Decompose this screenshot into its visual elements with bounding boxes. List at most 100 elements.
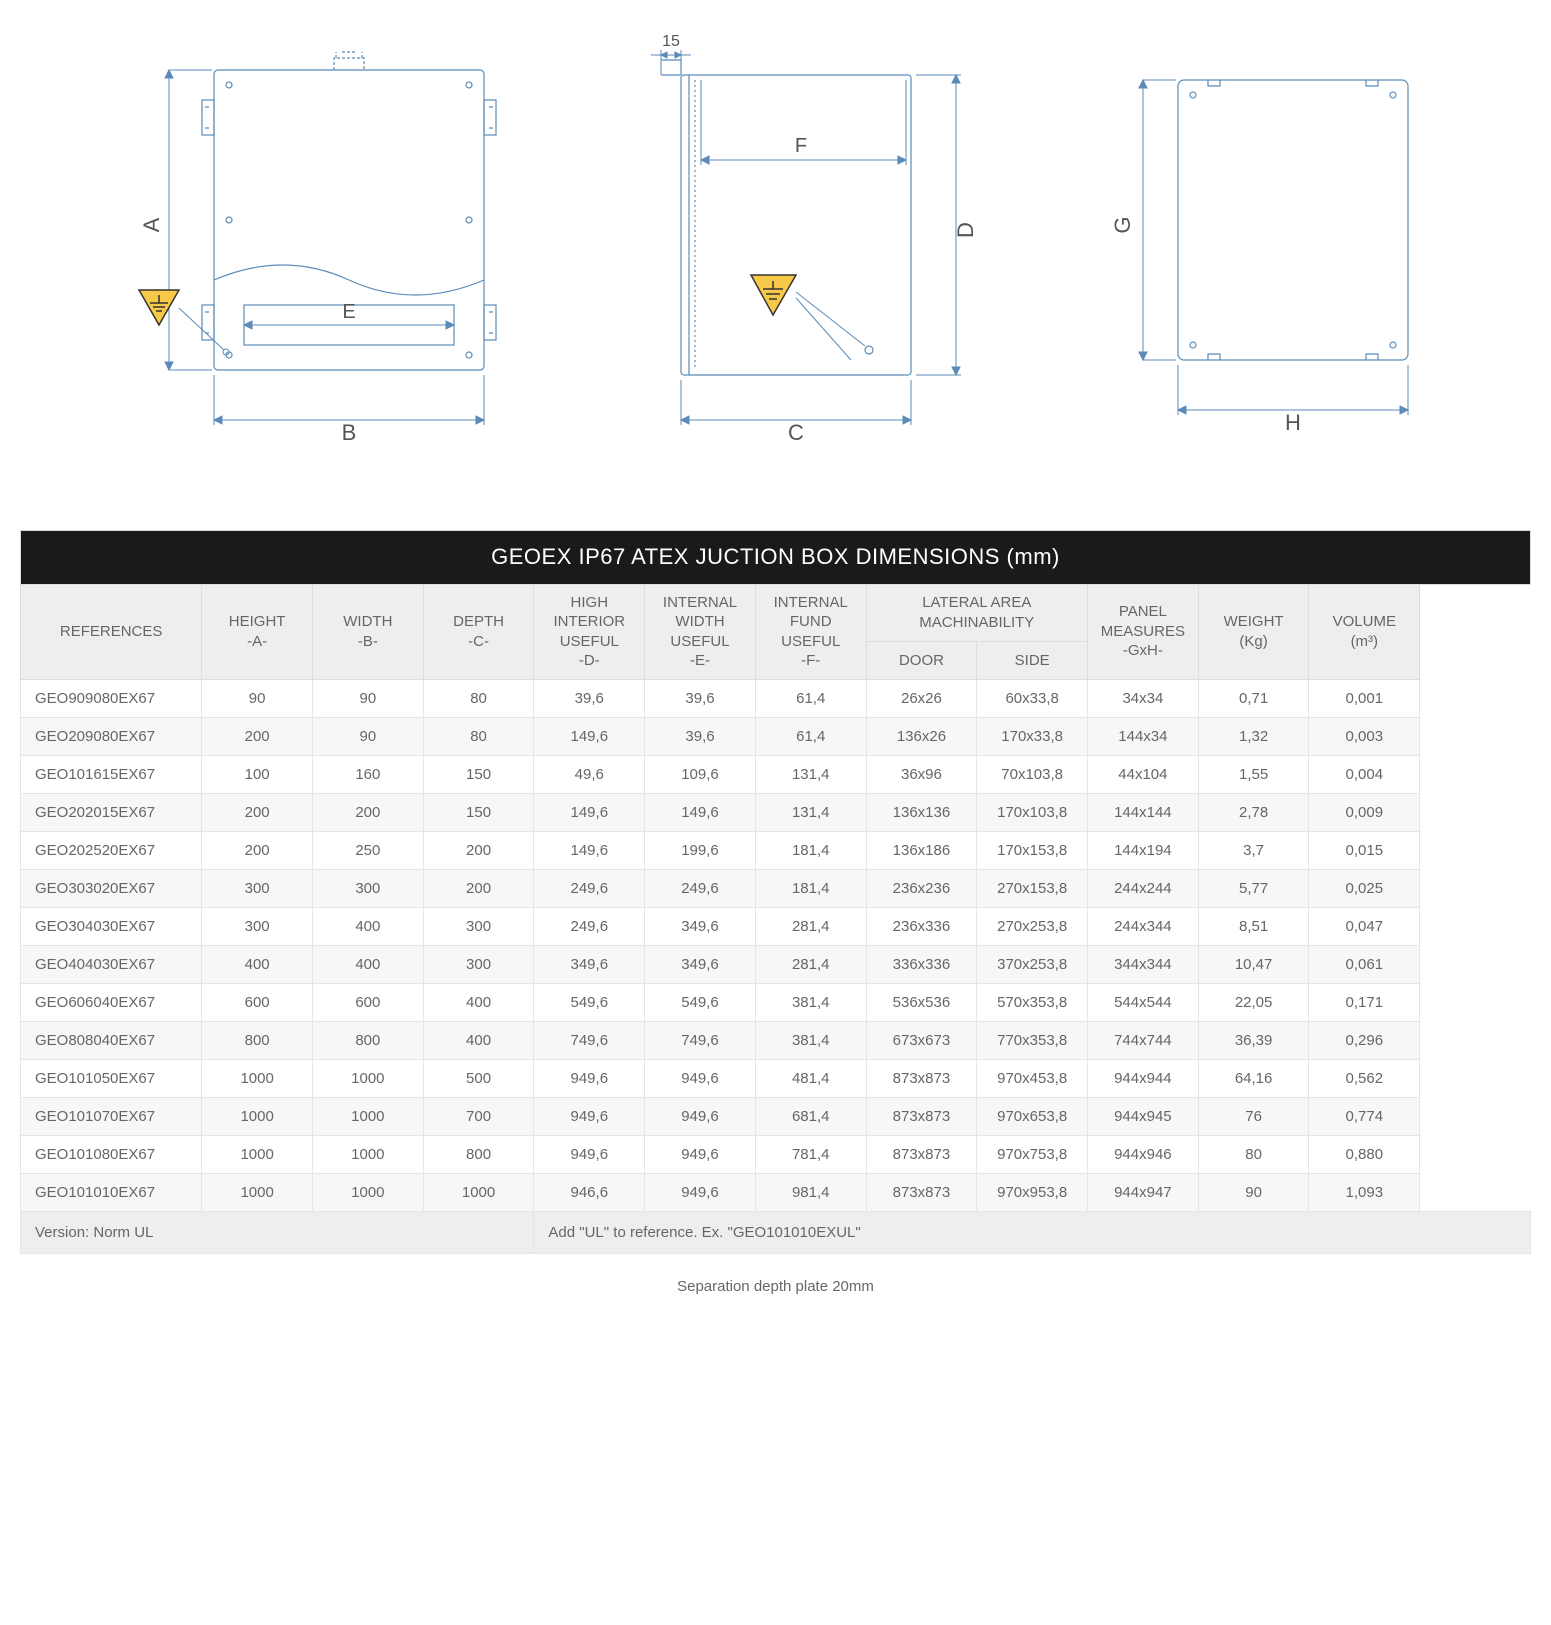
dim-15-label: 15 bbox=[662, 33, 680, 50]
cell-value: 39,6 bbox=[534, 679, 645, 717]
cell-value: 181,4 bbox=[755, 869, 866, 907]
cell-value: 944x947 bbox=[1088, 1173, 1199, 1211]
dim-g-label: G bbox=[1110, 216, 1135, 233]
cell-value: 200 bbox=[312, 793, 423, 831]
cell-value: 90 bbox=[1198, 1173, 1309, 1211]
cell-value: 800 bbox=[202, 1021, 313, 1059]
cell-value: 300 bbox=[423, 907, 534, 945]
th-internal-fund: INTERNALFUNDUSEFUL-F- bbox=[755, 584, 866, 679]
cell-value: 873x873 bbox=[866, 1173, 977, 1211]
th-weight: WEIGHT(Kg) bbox=[1198, 584, 1309, 679]
cell-value: 600 bbox=[202, 983, 313, 1021]
cell-value: 144x144 bbox=[1088, 793, 1199, 831]
cell-value: 944x946 bbox=[1088, 1135, 1199, 1173]
cell-value: 400 bbox=[312, 945, 423, 983]
cell-value: 80 bbox=[423, 679, 534, 717]
cell-value: 570x353,8 bbox=[977, 983, 1088, 1021]
cell-reference: GEO808040EX67 bbox=[21, 1021, 202, 1059]
diagram-panel: G H bbox=[1108, 30, 1468, 450]
cell-value: 36,39 bbox=[1198, 1021, 1309, 1059]
cell-value: 0,009 bbox=[1309, 793, 1420, 831]
cell-value: 250 bbox=[312, 831, 423, 869]
cell-value: 136x26 bbox=[866, 717, 977, 755]
cell-value: 949,6 bbox=[534, 1059, 645, 1097]
cell-value: 0,025 bbox=[1309, 869, 1420, 907]
table-row: GEO101070EX6710001000700949,6949,6681,48… bbox=[21, 1097, 1531, 1135]
footer-right: Add "UL" to reference. Ex. "GEO101010EXU… bbox=[534, 1211, 1531, 1253]
cell-value: 200 bbox=[202, 717, 313, 755]
cell-value: 400 bbox=[202, 945, 313, 983]
cell-value: 181,4 bbox=[755, 831, 866, 869]
table-row: GEO304030EX67300400300249,6349,6281,4236… bbox=[21, 907, 1531, 945]
cell-value: 970x453,8 bbox=[977, 1059, 1088, 1097]
cell-value: 0,774 bbox=[1309, 1097, 1420, 1135]
cell-value: 0,562 bbox=[1309, 1059, 1420, 1097]
cell-value: 344x344 bbox=[1088, 945, 1199, 983]
cell-value: 8,51 bbox=[1198, 907, 1309, 945]
table-row: GEO101010EX67100010001000946,6949,6981,4… bbox=[21, 1173, 1531, 1211]
table-row: GEO101050EX6710001000500949,6949,6481,48… bbox=[21, 1059, 1531, 1097]
cell-value: 61,4 bbox=[755, 679, 866, 717]
cell-value: 80 bbox=[1198, 1135, 1309, 1173]
cell-value: 281,4 bbox=[755, 907, 866, 945]
cell-value: 60x33,8 bbox=[977, 679, 1088, 717]
cell-value: 536x536 bbox=[866, 983, 977, 1021]
cell-value: 200 bbox=[423, 831, 534, 869]
dim-e-label: E bbox=[342, 301, 355, 323]
cell-value: 170x33,8 bbox=[977, 717, 1088, 755]
cell-value: 136x136 bbox=[866, 793, 977, 831]
cell-value: 300 bbox=[312, 869, 423, 907]
cell-value: 370x253,8 bbox=[977, 945, 1088, 983]
th-high-interior: HIGHINTERIORUSEFUL-D- bbox=[534, 584, 645, 679]
th-panel: PANELMEASURES-GxH- bbox=[1088, 584, 1199, 679]
cell-value: 150 bbox=[423, 793, 534, 831]
dimensions-table: GEOEX IP67 ATEX JUCTION BOX DIMENSIONS (… bbox=[20, 530, 1531, 1254]
table-row: GEO909080EX6790908039,639,661,426x2660x3… bbox=[21, 679, 1531, 717]
cell-value: 149,6 bbox=[534, 793, 645, 831]
cell-value: 481,4 bbox=[755, 1059, 866, 1097]
cell-value: 170x103,8 bbox=[977, 793, 1088, 831]
cell-reference: GEO209080EX67 bbox=[21, 717, 202, 755]
cell-reference: GEO101615EX67 bbox=[21, 755, 202, 793]
diagram-front: A B E bbox=[84, 30, 514, 450]
cell-value: 244x244 bbox=[1088, 869, 1199, 907]
cell-value: 873x873 bbox=[866, 1135, 977, 1173]
cell-value: 109,6 bbox=[645, 755, 756, 793]
cell-value: 131,4 bbox=[755, 755, 866, 793]
cell-value: 749,6 bbox=[534, 1021, 645, 1059]
cell-reference: GEO303020EX67 bbox=[21, 869, 202, 907]
cell-value: 199,6 bbox=[645, 831, 756, 869]
ground-icon bbox=[139, 290, 229, 355]
cell-value: 100 bbox=[202, 755, 313, 793]
th-depth: DEPTH-C- bbox=[423, 584, 534, 679]
cell-value: 149,6 bbox=[534, 717, 645, 755]
cell-value: 200 bbox=[202, 831, 313, 869]
cell-value: 349,6 bbox=[645, 945, 756, 983]
cell-value: 149,6 bbox=[645, 793, 756, 831]
cell-value: 1,32 bbox=[1198, 717, 1309, 755]
th-lateral-group: LATERAL AREAMACHINABILITY bbox=[866, 584, 1087, 642]
cell-value: 61,4 bbox=[755, 717, 866, 755]
cell-value: 270x153,8 bbox=[977, 869, 1088, 907]
dim-b-label: B bbox=[341, 420, 356, 445]
cell-value: 0,880 bbox=[1309, 1135, 1420, 1173]
th-height: HEIGHT-A- bbox=[202, 584, 313, 679]
cell-value: 1000 bbox=[202, 1059, 313, 1097]
cell-value: 200 bbox=[423, 869, 534, 907]
table-footer-row: Version: Norm ULAdd "UL" to reference. E… bbox=[21, 1211, 1531, 1253]
cell-value: 544x544 bbox=[1088, 983, 1199, 1021]
th-volume: VOLUME(m³) bbox=[1309, 584, 1420, 679]
cell-value: 600 bbox=[312, 983, 423, 1021]
dim-f-label: F bbox=[794, 135, 806, 157]
cell-value: 700 bbox=[423, 1097, 534, 1135]
cell-value: 1000 bbox=[312, 1135, 423, 1173]
cell-value: 1000 bbox=[202, 1173, 313, 1211]
cell-value: 873x873 bbox=[866, 1097, 977, 1135]
cell-value: 300 bbox=[202, 907, 313, 945]
th-internal-width: INTERNALWIDTHUSEFUL-E- bbox=[645, 584, 756, 679]
cell-reference: GEO909080EX67 bbox=[21, 679, 202, 717]
cell-value: 0,015 bbox=[1309, 831, 1420, 869]
cell-value: 244x344 bbox=[1088, 907, 1199, 945]
cell-reference: GEO101070EX67 bbox=[21, 1097, 202, 1135]
cell-value: 0,047 bbox=[1309, 907, 1420, 945]
